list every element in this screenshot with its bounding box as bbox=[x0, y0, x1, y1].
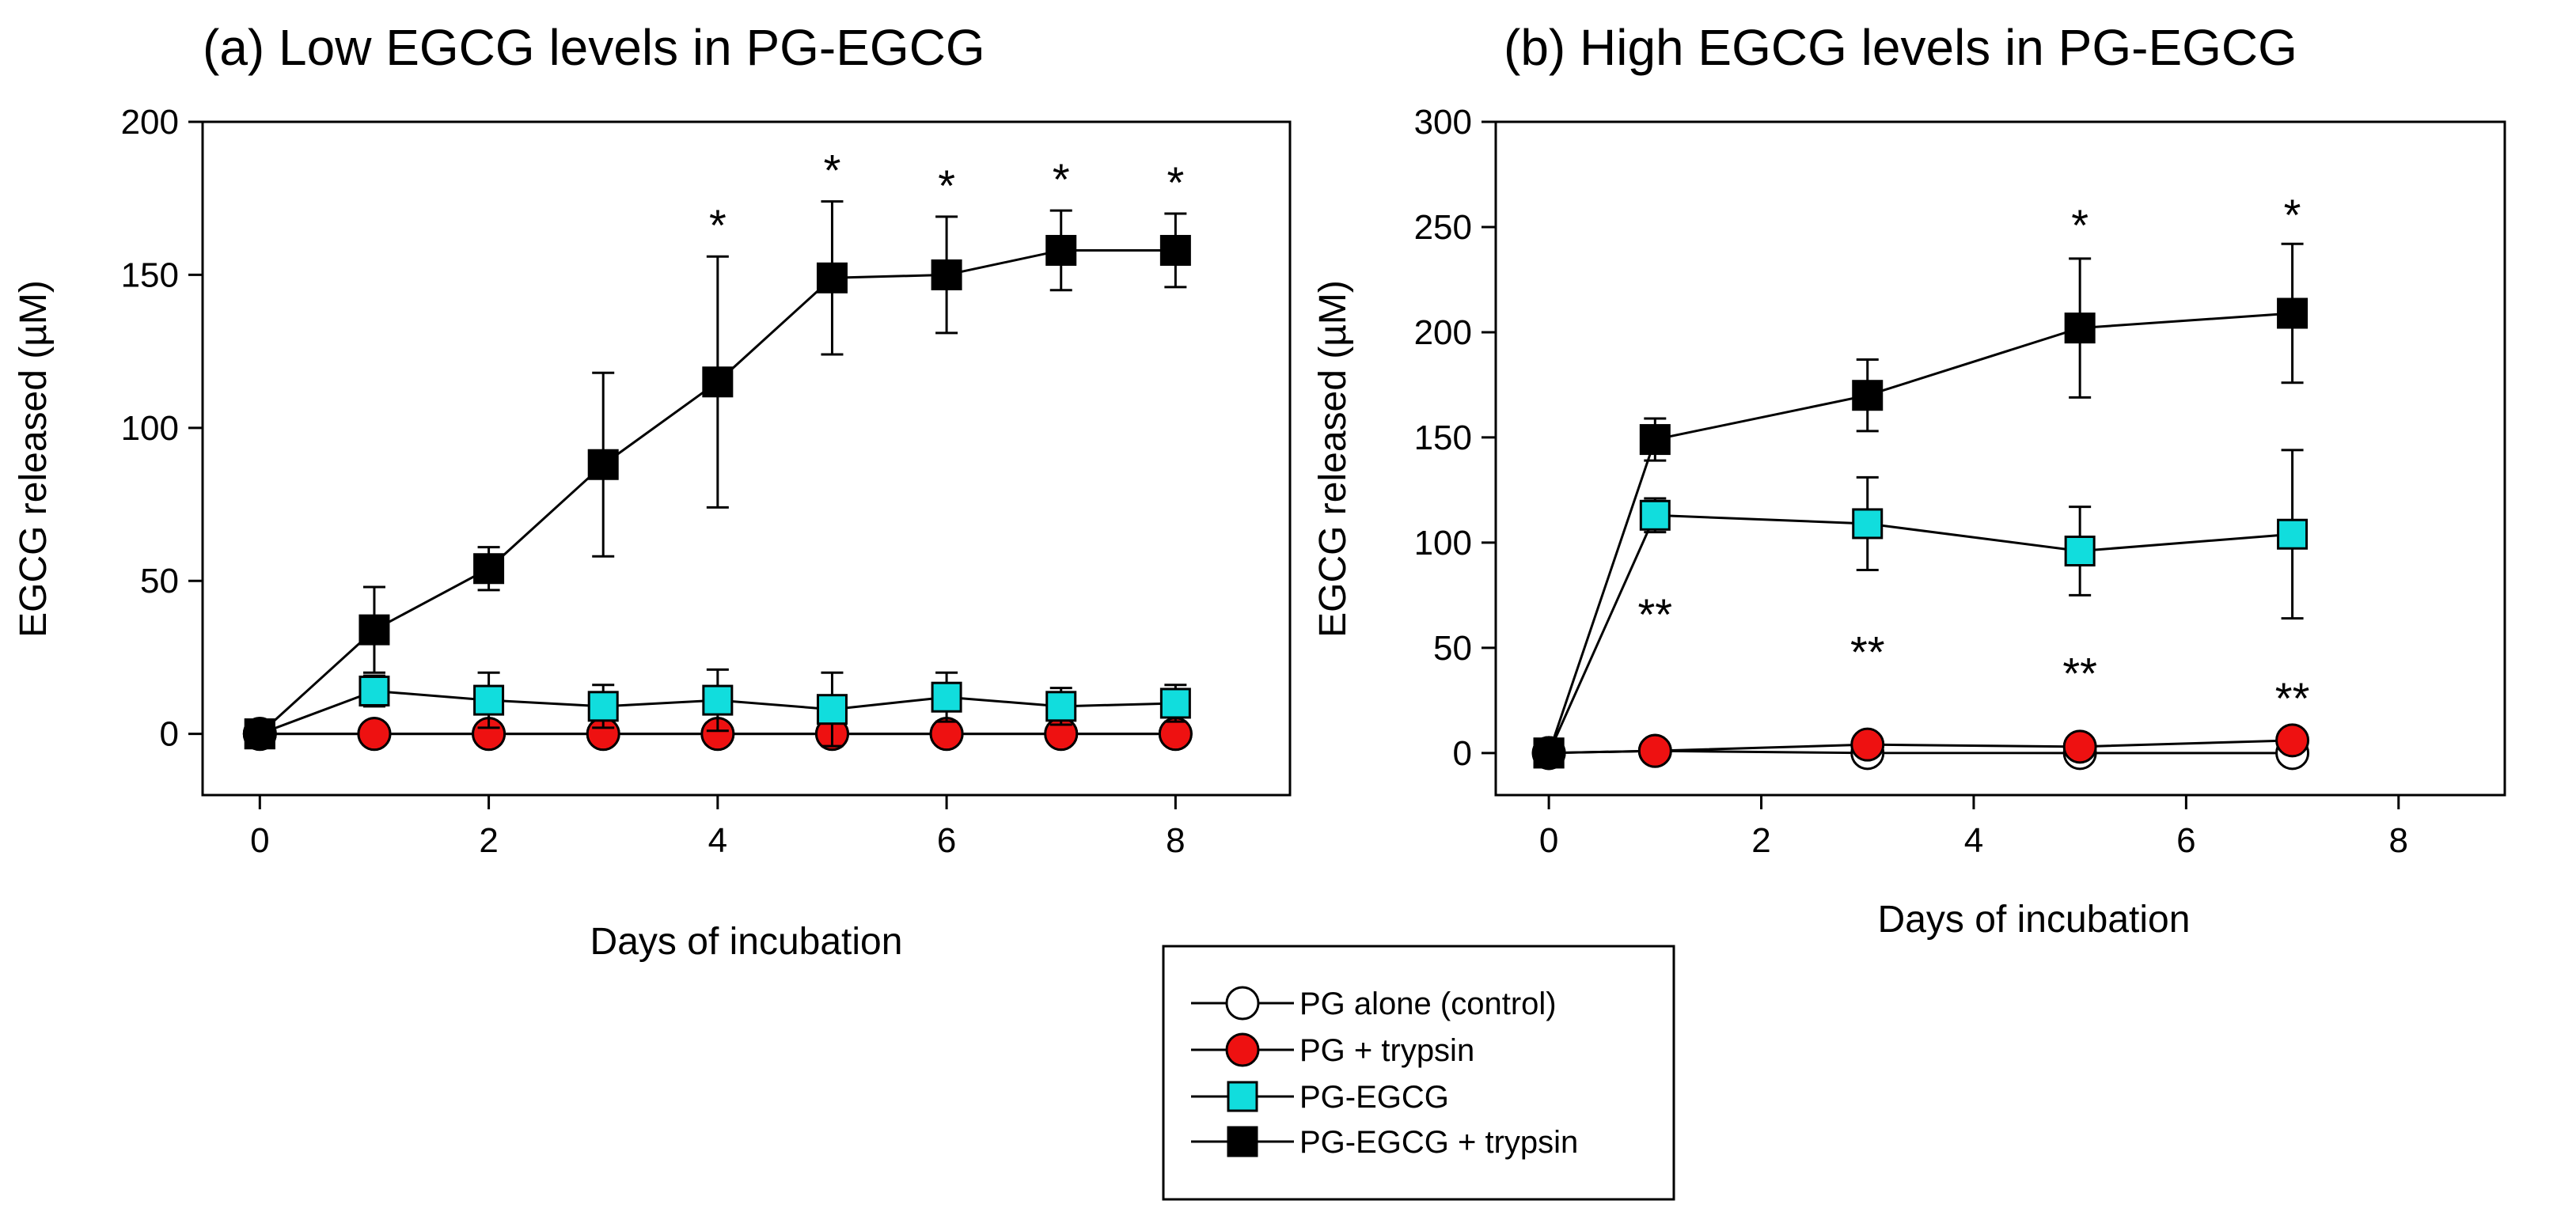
panel-b-ytick-label-200: 200 bbox=[1414, 313, 1472, 352]
data-point bbox=[359, 614, 390, 646]
panel-b-xtick-label-6: 6 bbox=[2176, 821, 2195, 860]
legend-entry-pg-alone: PG alone (control) bbox=[1191, 986, 1557, 1021]
panel-b-xtick-label-2: 2 bbox=[1751, 821, 1770, 860]
data-point bbox=[357, 717, 392, 752]
panel-a-ytick-label-0: 0 bbox=[160, 715, 179, 754]
panel-a-xtick-label-8: 8 bbox=[1166, 821, 1185, 860]
data-point bbox=[1045, 234, 1077, 266]
data-point bbox=[1852, 380, 1884, 411]
legend-marker-pg-alone bbox=[1225, 986, 1260, 1021]
legend-entry-pg-egcg: PG-EGCG bbox=[1191, 1080, 1449, 1115]
panel-a-title: (a) Low EGCG levels in PG-EGCG bbox=[203, 19, 985, 76]
data-point bbox=[1639, 424, 1671, 456]
data-point bbox=[1850, 727, 1885, 762]
panel-b-ytick-label-100: 100 bbox=[1414, 524, 1472, 562]
panel-a-series-pg-egcg-trypsin bbox=[244, 200, 1191, 750]
panel-b-significance-5: ** bbox=[2275, 673, 2310, 723]
panel-a-significance-0: * bbox=[709, 200, 727, 250]
panel-b-xtick-label-8: 8 bbox=[2389, 821, 2408, 860]
panel-a-ytick-label-200: 200 bbox=[121, 103, 179, 142]
legend-entry-pg-egcg-trypsin: PG-EGCG + trypsin bbox=[1191, 1125, 1578, 1160]
panel-b-xlabel: Days of incubation bbox=[1878, 899, 2191, 941]
panel-b-ytick-label-300: 300 bbox=[1414, 103, 1472, 142]
data-point bbox=[702, 366, 734, 398]
legend-entry-pg-trypsin: PG + trypsin bbox=[1191, 1032, 1474, 1068]
panel-b-frame bbox=[1494, 120, 2506, 797]
panel-b-ylabel: EGCG released (µM) bbox=[1312, 280, 1354, 638]
panel-b-significance-4: ** bbox=[2062, 648, 2097, 698]
legend-label-pg-alone: PG alone (control) bbox=[1299, 987, 1557, 1021]
panel-b-series-pg-egcg-trypsin bbox=[1533, 242, 2309, 769]
data-point bbox=[2277, 297, 2309, 329]
data-point bbox=[1533, 737, 1565, 769]
panel-a-ytick-label-150: 150 bbox=[121, 256, 179, 294]
data-point bbox=[473, 553, 505, 585]
panel-b-series-pg-trypsin bbox=[1531, 723, 2310, 771]
data-point bbox=[1045, 691, 1077, 722]
data-point bbox=[1159, 234, 1191, 266]
legend-label-pg-egcg: PG-EGCG bbox=[1299, 1080, 1449, 1115]
data-point bbox=[816, 262, 848, 294]
legend: PG alone (control) PG + trypsin PG-EGCG … bbox=[1162, 945, 1675, 1201]
data-point bbox=[702, 684, 734, 716]
panel-b-title: (b) High EGCG levels in PG-EGCG bbox=[1504, 19, 2297, 76]
panel-a-significance-1: * bbox=[824, 146, 841, 195]
legend-label-pg-egcg-trypsin: PG-EGCG + trypsin bbox=[1299, 1125, 1578, 1160]
legend-marker-pg-egcg bbox=[1227, 1081, 1258, 1112]
panel-a-significance-4: * bbox=[1167, 157, 1184, 207]
data-point bbox=[1159, 687, 1191, 719]
legend-box bbox=[1162, 945, 1675, 1201]
panel-a-xtick-label-4: 4 bbox=[708, 821, 727, 860]
data-point bbox=[2064, 312, 2096, 344]
data-point bbox=[587, 449, 619, 480]
panel-b: (b) High EGCG levels in PG-EGCG EGCG rel… bbox=[1312, 19, 2506, 941]
panel-a-ytick-label-100: 100 bbox=[121, 409, 179, 448]
panel-b-ytick-label-250: 250 bbox=[1414, 208, 1472, 247]
legend-label-pg-trypsin: PG + trypsin bbox=[1299, 1033, 1474, 1068]
panel-a-xtick-label-2: 2 bbox=[479, 821, 498, 860]
panel-a: (a) Low EGCG levels in PG-EGCG EGCG rele… bbox=[13, 19, 1292, 963]
panel-a-xlabel: Days of incubation bbox=[590, 921, 903, 963]
panel-b-significance-0: * bbox=[2071, 200, 2088, 250]
data-point bbox=[587, 691, 619, 722]
panel-a-ylabel: EGCG released (µM) bbox=[13, 280, 55, 638]
data-point bbox=[244, 718, 275, 750]
data-point bbox=[2275, 723, 2310, 758]
panel-a-significance-3: * bbox=[1053, 154, 1070, 204]
data-point bbox=[359, 675, 390, 706]
legend-marker-pg-trypsin bbox=[1225, 1032, 1260, 1067]
data-point bbox=[931, 259, 962, 290]
data-point bbox=[473, 684, 505, 716]
data-point bbox=[931, 681, 962, 713]
panel-a-xtick-label-0: 0 bbox=[250, 821, 269, 860]
panel-b-significance-1: * bbox=[2284, 190, 2301, 240]
data-point bbox=[2277, 518, 2309, 550]
panel-b-significance-2: ** bbox=[1638, 589, 1673, 639]
data-point bbox=[1639, 499, 1671, 531]
panel-a-significance-2: * bbox=[938, 161, 955, 210]
panel-b-ytick-label-0: 0 bbox=[1453, 734, 1472, 773]
data-point bbox=[1637, 733, 1672, 768]
data-point bbox=[1852, 508, 1884, 540]
panel-b-xtick-label-4: 4 bbox=[1964, 821, 1983, 860]
panel-a-xtick-label-6: 6 bbox=[937, 821, 956, 860]
panel-b-significance-3: ** bbox=[1850, 627, 1885, 677]
panel-a-ytick-label-50: 50 bbox=[140, 562, 179, 600]
panel-b-xtick-label-0: 0 bbox=[1539, 821, 1558, 860]
data-point bbox=[816, 694, 848, 725]
legend-marker-pg-egcg-trypsin bbox=[1227, 1126, 1258, 1157]
data-point bbox=[2062, 729, 2097, 764]
data-point bbox=[2064, 536, 2096, 567]
panel-b-ytick-label-50: 50 bbox=[1433, 629, 1472, 668]
panel-b-ytick-label-150: 150 bbox=[1414, 419, 1472, 457]
panel-a-frame bbox=[201, 120, 1292, 797]
